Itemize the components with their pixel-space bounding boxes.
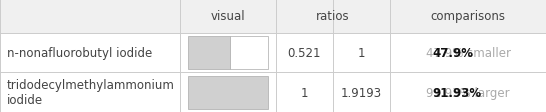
Bar xyxy=(188,37,230,70)
Text: 91.93% larger: 91.93% larger xyxy=(426,86,510,99)
Text: 0.521: 0.521 xyxy=(288,47,321,60)
Text: comparisons: comparisons xyxy=(431,10,506,23)
Text: 47.9%: 47.9% xyxy=(432,47,474,60)
Text: 47.9% smaller: 47.9% smaller xyxy=(426,47,511,60)
Text: 1: 1 xyxy=(358,47,365,60)
Text: 1.9193: 1.9193 xyxy=(341,86,382,99)
Text: 91.93%: 91.93% xyxy=(432,86,482,99)
Text: ratios: ratios xyxy=(316,10,350,23)
Bar xyxy=(230,37,268,70)
Bar xyxy=(0,0,546,34)
Text: n-nonafluorobutyl iodide: n-nonafluorobutyl iodide xyxy=(7,47,152,60)
Text: tridodecylmethylammonium
iodide: tridodecylmethylammonium iodide xyxy=(7,79,174,106)
Text: visual: visual xyxy=(211,10,245,23)
Bar xyxy=(188,76,268,109)
Text: 1: 1 xyxy=(301,86,308,99)
